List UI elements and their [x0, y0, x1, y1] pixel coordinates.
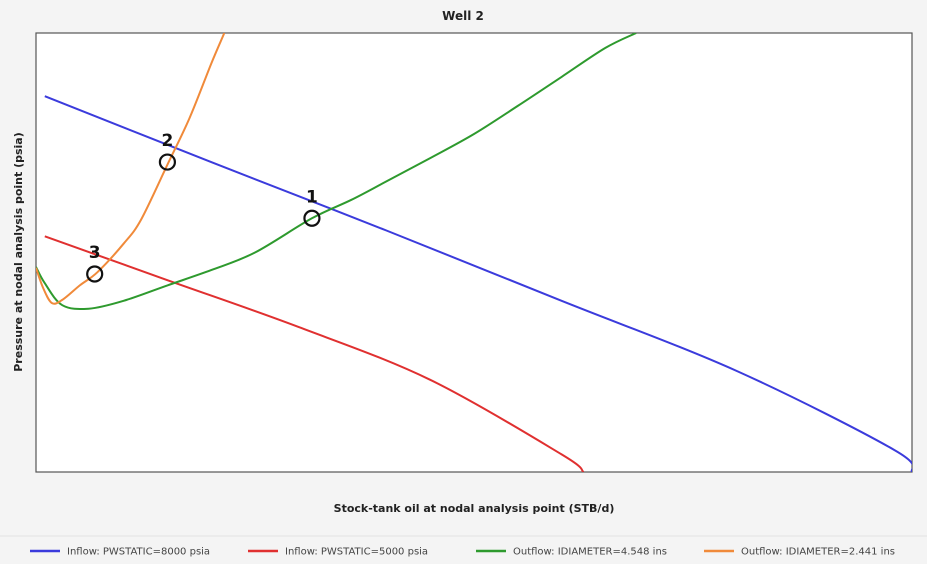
legend-label-4: Outflow: IDIAMETER=2.441 ins — [741, 547, 895, 558]
legend-label-2: Inflow: PWSTATIC=5000 psia — [285, 547, 428, 558]
legend-label-3: Outflow: IDIAMETER=4.548 ins — [513, 547, 667, 558]
series-line-3 — [36, 33, 637, 311]
x-axis-label: Stock-tank oil at nodal analysis point (… — [334, 502, 615, 515]
intersection-marker-2 — [158, 153, 176, 171]
plot-area — [35, 32, 913, 473]
intersection-label-1: 1 — [306, 187, 318, 207]
intersection-label-2: 2 — [161, 131, 173, 151]
legend: Inflow: PWSTATIC=8000 psia Inflow: PWSTAT… — [30, 547, 895, 558]
series-layer — [36, 33, 912, 472]
series-line-1 — [44, 95, 912, 472]
intersection-label-3: 3 — [89, 243, 101, 263]
series-line-4 — [36, 33, 226, 305]
y-axis-label: Pressure at nodal analysis point (psia) — [12, 132, 25, 372]
legend-label-1: Inflow: PWSTATIC=8000 psia — [67, 547, 210, 558]
intersection-marker-1 — [303, 209, 321, 227]
intersection-marker-3 — [86, 265, 104, 283]
chart-title: Well 2 — [442, 9, 484, 23]
series-line-2 — [44, 235, 585, 472]
intersection-markers: 1 2 3 — [86, 131, 321, 283]
